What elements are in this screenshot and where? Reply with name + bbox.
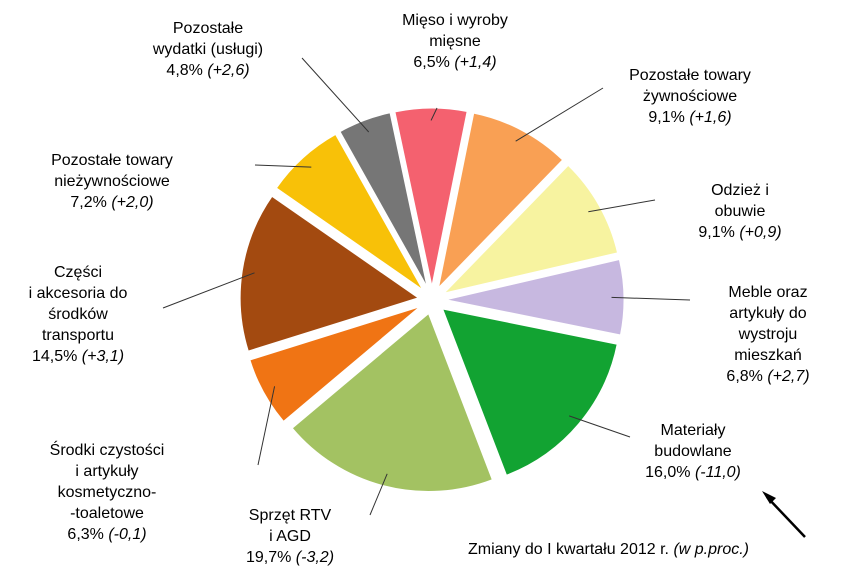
annotation-unit: (w p.proc.) [673, 541, 750, 558]
change-label: (+2,7) [767, 368, 810, 385]
arrow [766, 496, 806, 538]
category-name: Meble oraz artykuły do wystroju mieszkań [728, 284, 808, 364]
change-label: (+2,6) [207, 62, 250, 79]
arrow-head [762, 491, 776, 504]
change-label: (+3,1) [81, 348, 125, 365]
leader-line [588, 199, 656, 213]
change-label: (-0,1) [108, 526, 147, 543]
category-name: Środki czystości i artykuły kosmetyczno-… [49, 442, 165, 522]
leader-line [611, 296, 691, 301]
category-name: Mięso i wyroby mięsne [402, 12, 508, 50]
change-label: (+1,6) [689, 109, 732, 126]
value-label: 6,3% [67, 526, 104, 543]
category-name: Odzież i obuwie [711, 182, 769, 220]
value-label: 19,7% [245, 549, 292, 566]
change-label: (+1,4) [454, 54, 497, 71]
pie-slice [291, 312, 493, 493]
category-name: Pozostałe wydatki (usługi) [152, 20, 264, 58]
pie-slice [339, 112, 428, 288]
slice-label: Środki czystości i artykuły kosmetyczno-… [50, 440, 165, 545]
value-label: 9,1% [648, 109, 685, 126]
slice-label: Sprzęt RTV i AGD 19,7% (-3,2) [246, 505, 334, 566]
value-label: 14,5% [31, 348, 78, 365]
leader-line [301, 57, 370, 133]
pie-slice [275, 133, 424, 291]
pie-slice [239, 195, 420, 352]
category-name: Sprzęt RTV i AGD [248, 507, 332, 545]
leader-line [257, 386, 276, 466]
leader-line [515, 87, 604, 142]
value-label: 6,8% [726, 368, 763, 385]
category-name: Materiały budowlane [654, 422, 732, 460]
leader-line [254, 164, 312, 168]
change-label: (-11,0) [694, 464, 741, 481]
annotation: Zmiany do I kwartału 2012 r. (w p.proc.) [468, 541, 749, 559]
change-label: (-3,2) [295, 549, 335, 566]
annotation-text: Zmiany do I kwartału 2012 r. [468, 541, 669, 558]
slice-label: Mięso i wyroby mięsne 6,5% (+1,4) [402, 10, 508, 73]
category-name: Pozostałe towary żywnościowe [629, 67, 751, 105]
leader-line [430, 107, 438, 121]
slice-label: Pozostałe towary żywnościowe 9,1% (+1,6) [629, 65, 751, 128]
change-label: (+0,9) [739, 224, 782, 241]
slice-label: Pozostałe towary nieżywnościowe 7,2% (+2,… [51, 150, 173, 213]
change-label: (+2,0) [111, 194, 154, 211]
value-label: 16,0% [645, 464, 691, 481]
value-label: 4,8% [166, 62, 203, 79]
leader-line [162, 272, 255, 309]
slice-label: Części i akcesoria do środków transportu… [29, 262, 128, 367]
slice-label: Meble oraz artykuły do wystroju mieszkań… [726, 282, 809, 387]
slice-label: Pozostałe wydatki (usługi) 4,8% (+2,6) [153, 18, 263, 81]
pie-slice [394, 107, 468, 287]
pie-slice [445, 258, 625, 336]
pie-slice [249, 306, 421, 423]
pie-slice [442, 164, 619, 294]
category-name: Pozostałe towary nieżywnościowe [51, 152, 173, 190]
pie-slice [441, 308, 618, 476]
category-name: Części i akcesoria do środków transportu [28, 264, 128, 344]
leader-line [568, 415, 631, 438]
slice-label: Materiały budowlane 16,0% (-11,0) [645, 420, 741, 483]
value-label: 6,5% [413, 54, 450, 71]
slice-label: Odzież i obuwie 9,1% (+0,9) [688, 180, 793, 243]
value-label: 7,2% [70, 194, 107, 211]
pie-slice [437, 112, 564, 290]
value-label: 9,1% [698, 224, 735, 241]
leader-line [369, 473, 388, 516]
